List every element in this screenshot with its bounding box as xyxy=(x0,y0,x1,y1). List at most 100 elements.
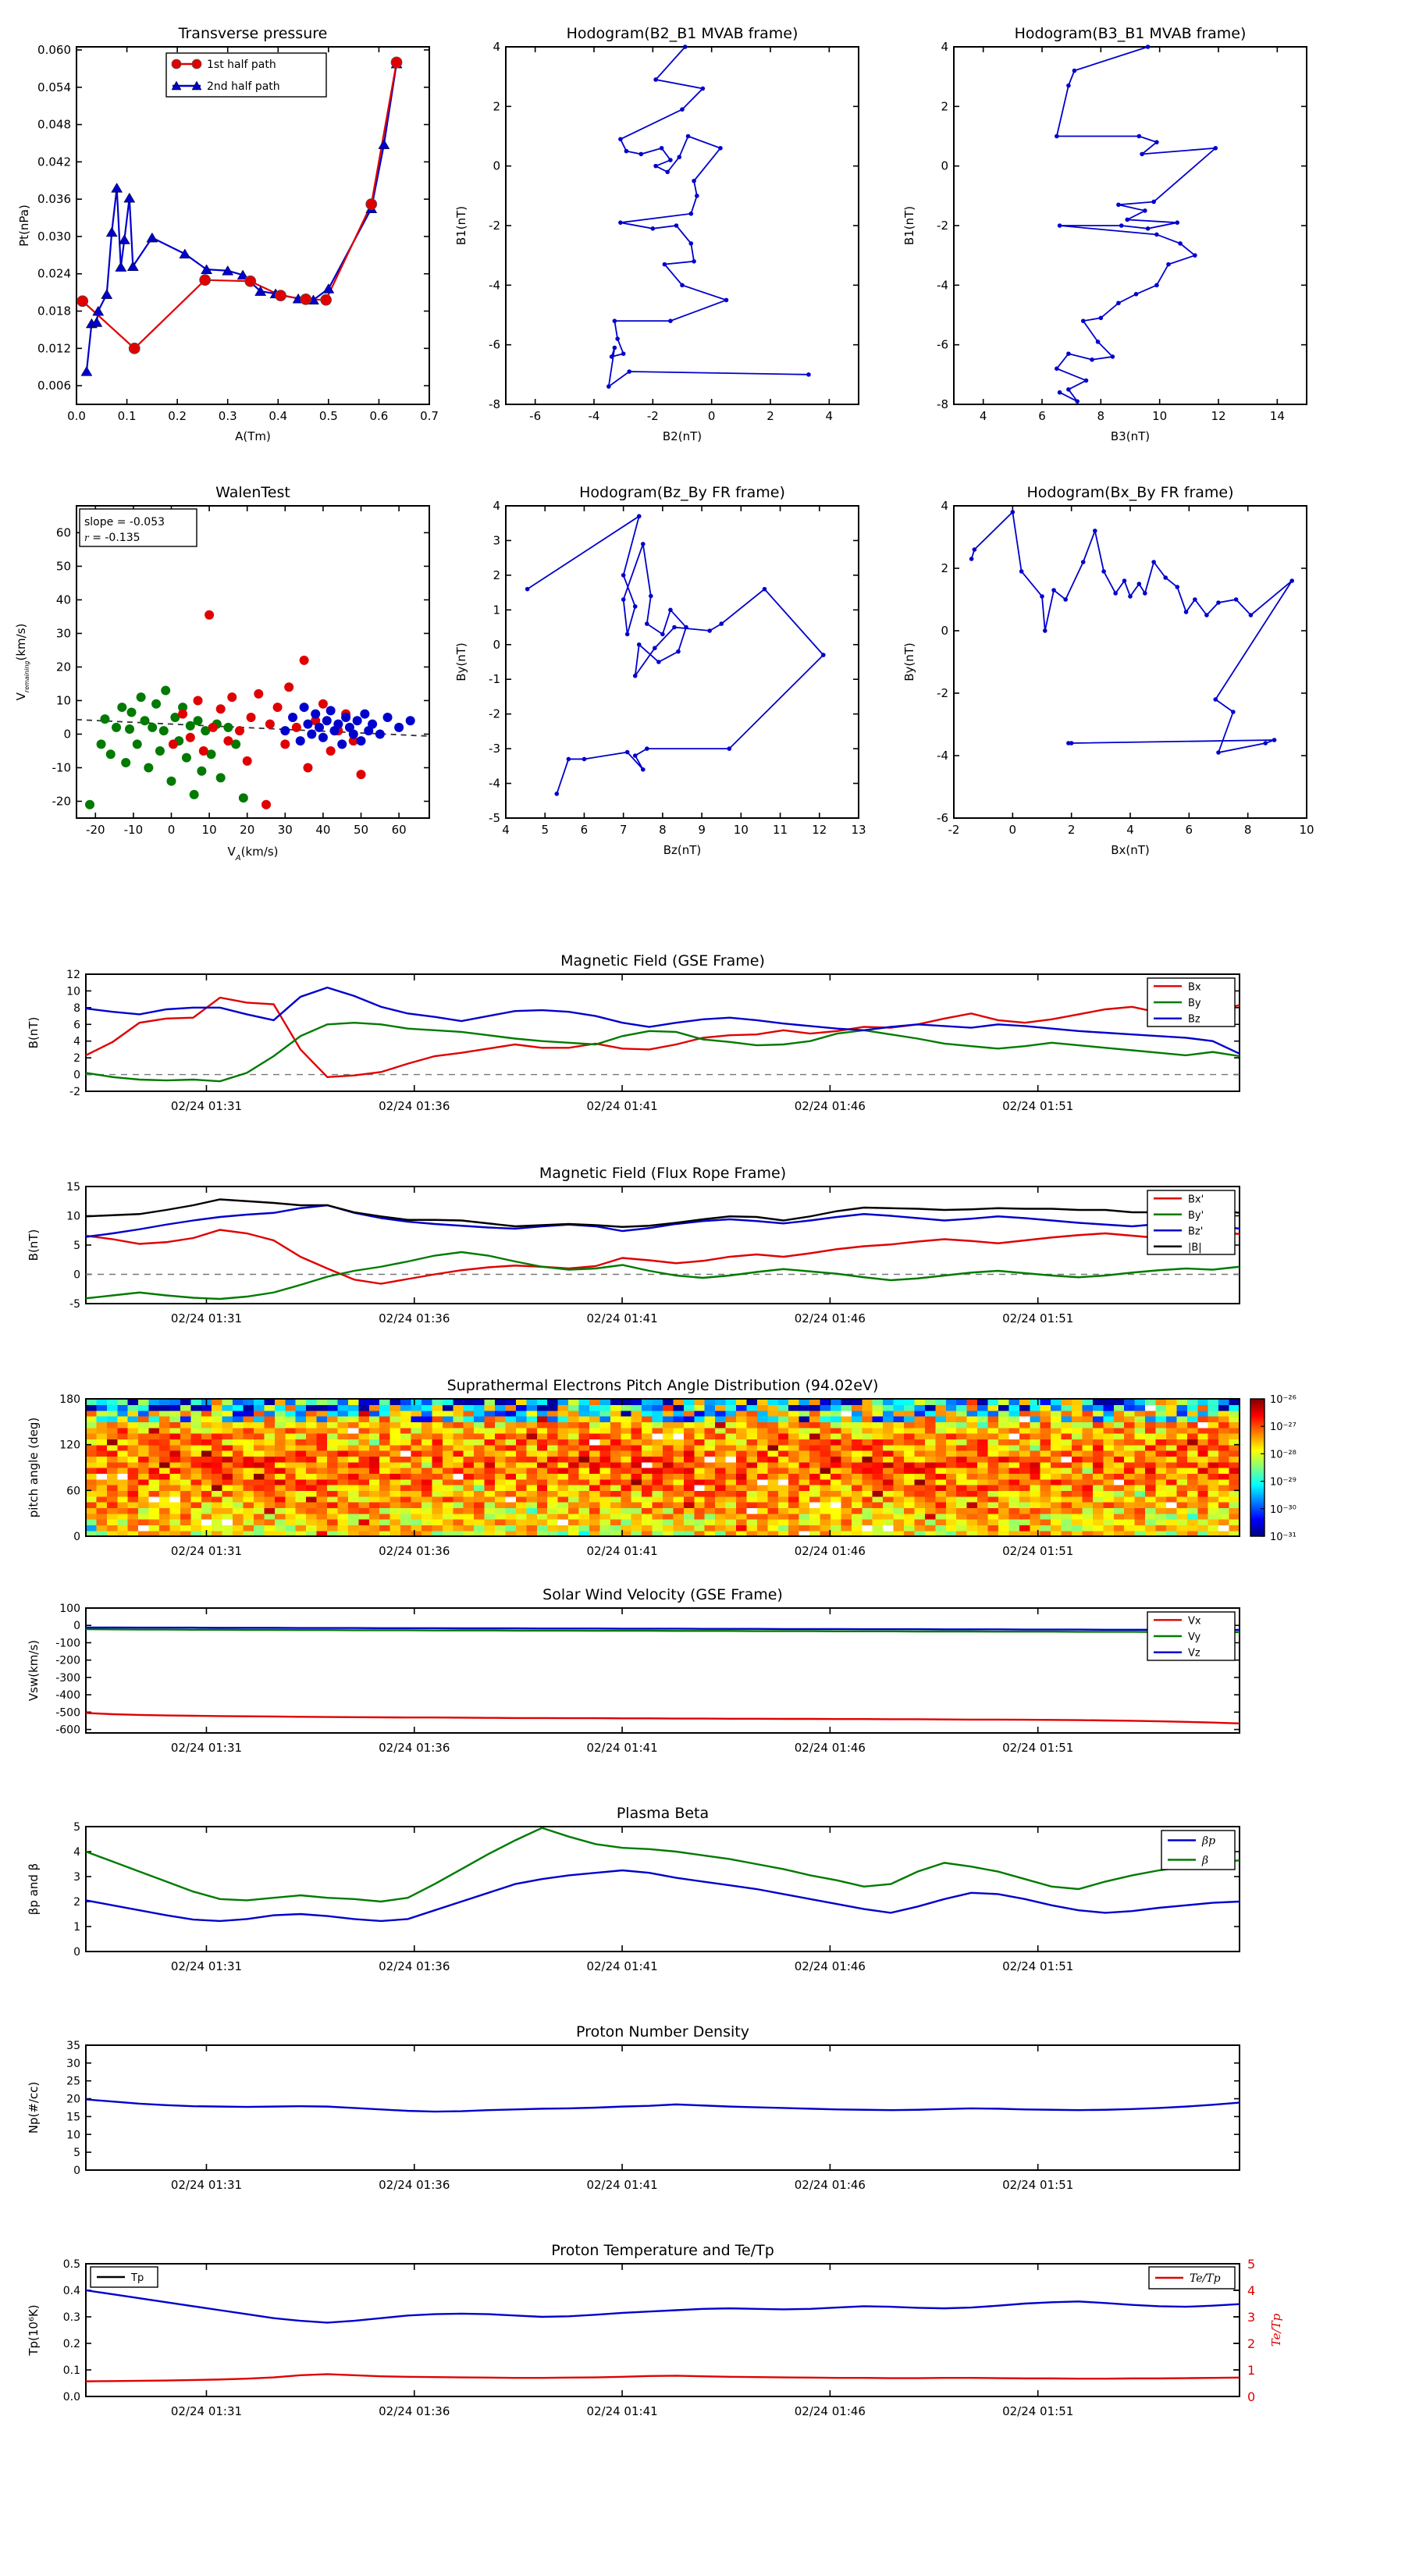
heatmap-cell xyxy=(1176,1444,1188,1451)
heatmap-cell xyxy=(767,1507,779,1514)
walen-point-group-green xyxy=(105,749,116,760)
heatmap-cell xyxy=(589,1519,600,1525)
hodogram-bz-by-point xyxy=(645,621,649,626)
heatmap-cell xyxy=(96,1502,108,1508)
heatmap-cell xyxy=(589,1450,600,1457)
heatmap-cell xyxy=(578,1468,590,1474)
heatmap-cell xyxy=(159,1490,171,1497)
heatmap-cell xyxy=(841,1525,852,1532)
heatmap-cell xyxy=(442,1513,454,1520)
heatmap-cell xyxy=(694,1450,706,1457)
y-axis-label: B1(nT) xyxy=(454,206,468,245)
heatmap-cell xyxy=(463,1416,475,1422)
heatmap-cell xyxy=(704,1427,716,1434)
hodogram-bz-by-point xyxy=(632,604,638,609)
heatmap-cell xyxy=(432,1461,443,1468)
heatmap-cell xyxy=(694,1530,706,1537)
heatmap-cell xyxy=(589,1530,600,1537)
plasma-beta-legend[interactable]: βpβ xyxy=(1161,1830,1236,1870)
heatmap-cell xyxy=(977,1519,989,1525)
proton-temperature-legend-left[interactable]: Tp xyxy=(90,2266,158,2288)
heatmap-cell xyxy=(956,1410,968,1417)
walen-point-group-blue xyxy=(394,722,404,732)
heatmap-cell xyxy=(841,1404,852,1411)
heatmap-cell xyxy=(1197,1450,1209,1457)
heatmap-cell xyxy=(599,1530,611,1537)
walen-point-group-blue xyxy=(348,729,358,739)
heatmap-cell xyxy=(830,1399,842,1405)
heatmap-cell xyxy=(1103,1399,1115,1405)
proton-temperature-legend-right[interactable]: Te/Tp xyxy=(1148,2266,1236,2290)
heatmap-cell xyxy=(1030,1456,1041,1463)
y-tick-label: 100 xyxy=(59,1603,80,1615)
heatmap-cell xyxy=(1092,1404,1104,1411)
heatmap-cell xyxy=(924,1444,936,1451)
heatmap-cell xyxy=(966,1525,978,1532)
x-tick-label: 60 xyxy=(392,823,407,837)
heatmap-cell xyxy=(180,1502,191,1508)
heatmap-cell xyxy=(127,1450,139,1457)
heatmap-cell xyxy=(663,1478,674,1485)
heatmap-cell xyxy=(851,1519,863,1525)
heatmap-cell xyxy=(117,1410,129,1417)
heatmap-cell xyxy=(610,1519,621,1525)
heatmap-cell xyxy=(295,1519,307,1525)
heatmap-cell xyxy=(1082,1490,1094,1497)
heatmap-cell xyxy=(547,1427,559,1434)
walen-point-group-red xyxy=(185,732,195,742)
heatmap-cell xyxy=(138,1496,150,1503)
heatmap-cell xyxy=(222,1399,233,1405)
heatmap-cell xyxy=(568,1410,580,1417)
heatmap-cell xyxy=(515,1468,527,1474)
heatmap-cell xyxy=(106,1530,118,1537)
magnetic-field-fluxrope-legend[interactable]: Bx'By'Bz'|B| xyxy=(1147,1190,1236,1255)
heatmap-cell xyxy=(432,1421,443,1429)
heatmap-cell xyxy=(725,1421,737,1429)
heatmap-cell xyxy=(621,1439,632,1446)
heatmap-cell xyxy=(1165,1468,1177,1474)
x-tick-label: -20 xyxy=(86,823,105,837)
heatmap-cell xyxy=(893,1410,905,1417)
y-tick-label: 0.2 xyxy=(63,2338,80,2350)
heatmap-cell xyxy=(148,1439,160,1446)
heatmap-cell xyxy=(358,1450,370,1457)
heatmap-cell xyxy=(495,1507,507,1514)
heatmap-cell xyxy=(799,1478,810,1485)
heatmap-cell xyxy=(557,1530,569,1537)
y-tick-label: 8 xyxy=(73,1002,80,1015)
heatmap-cell xyxy=(914,1485,926,1491)
heatmap-cell xyxy=(756,1427,768,1434)
heatmap-cell xyxy=(1092,1490,1104,1497)
walen-point-group-red xyxy=(234,726,244,736)
heatmap-cell xyxy=(799,1513,810,1520)
heatmap-cell xyxy=(809,1507,821,1514)
y-tick-label: 10 xyxy=(56,693,71,707)
heatmap-cell xyxy=(453,1490,464,1497)
heatmap-cell xyxy=(180,1450,191,1457)
heatmap-cell xyxy=(1030,1490,1041,1497)
heatmap-cell xyxy=(1145,1485,1157,1491)
heatmap-cell xyxy=(526,1468,538,1474)
heatmap-cell xyxy=(337,1450,349,1457)
heatmap-cell xyxy=(998,1478,1009,1485)
heatmap-cell xyxy=(264,1404,276,1411)
heatmap-cell xyxy=(432,1473,443,1480)
heatmap-cell xyxy=(851,1468,863,1474)
heatmap-cell xyxy=(368,1490,380,1497)
heatmap-cell xyxy=(788,1439,800,1446)
heatmap-cell xyxy=(389,1525,401,1532)
heatmap-cell xyxy=(557,1404,569,1411)
heatmap-cell xyxy=(799,1496,810,1503)
heatmap-cell xyxy=(1145,1427,1157,1434)
heatmap-cell xyxy=(746,1525,758,1532)
heatmap-cell xyxy=(1019,1519,1030,1525)
heatmap-cell xyxy=(389,1433,401,1439)
heatmap-cell xyxy=(945,1473,957,1480)
heatmap-cell xyxy=(1092,1513,1104,1520)
heatmap-cell xyxy=(756,1404,768,1411)
heatmap-cell xyxy=(316,1468,328,1474)
heatmap-cell xyxy=(663,1507,674,1514)
